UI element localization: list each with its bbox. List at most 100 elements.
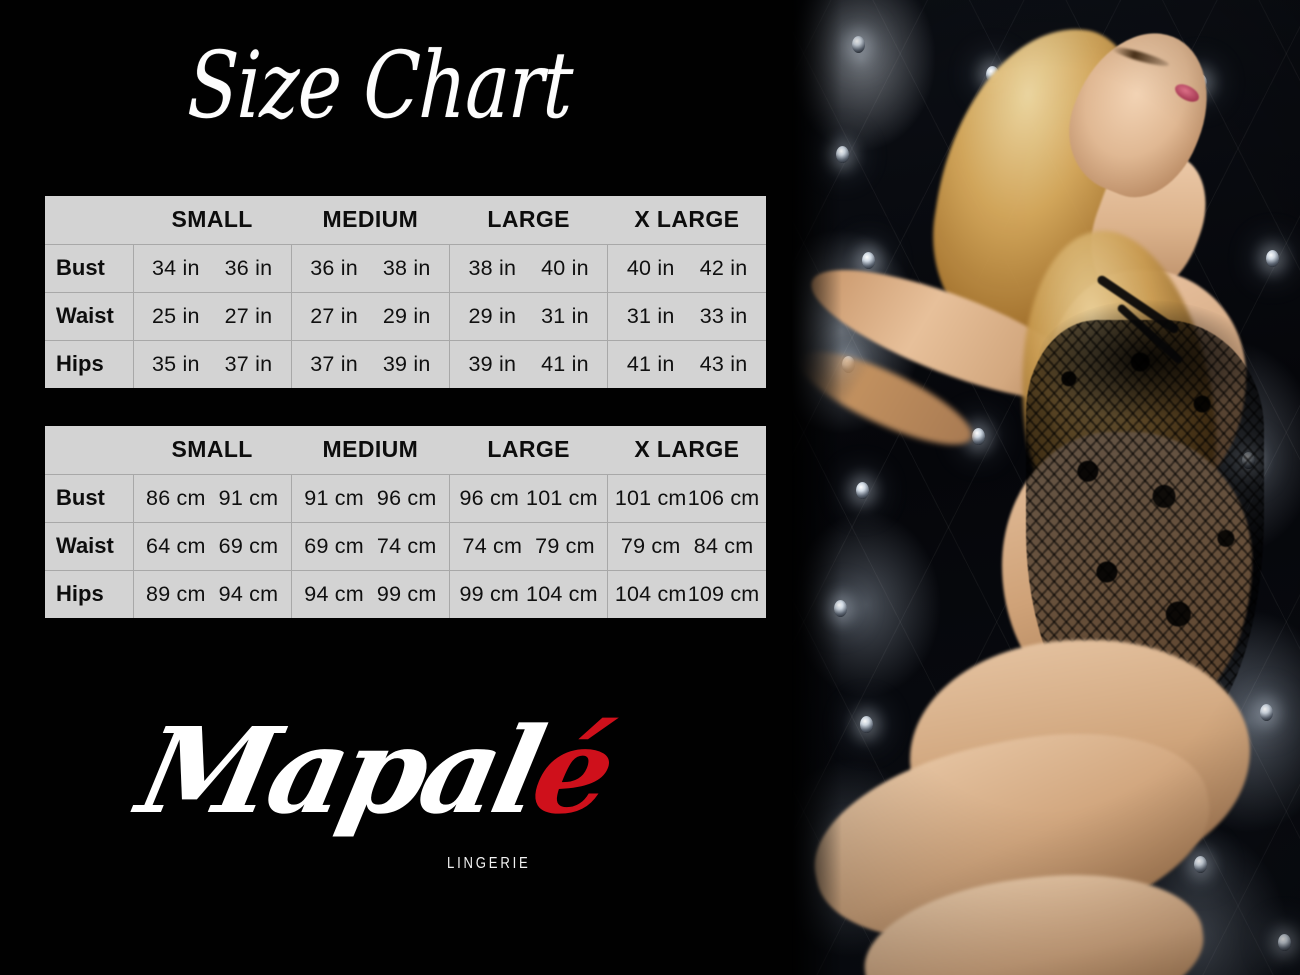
table-row: Bust 34 in 36 in 36 in 38 in 38 in 40 in… <box>45 244 766 293</box>
value-min: 101 cm <box>614 485 687 510</box>
row-label-waist: Waist <box>45 522 134 571</box>
content-panel: Size Chart SMALL MEDIUM LARGE X LARGE Bu… <box>45 32 766 872</box>
cell-hips-x-large: 104 cm 109 cm <box>607 570 766 618</box>
table-row: Waist 25 in 27 in 27 in 29 in 29 in 31 i… <box>45 292 766 341</box>
tuft-button <box>1260 704 1273 721</box>
cell-waist-large: 74 cm 79 cm <box>449 522 609 571</box>
value-max: 39 in <box>382 351 431 376</box>
tuft-button <box>972 428 985 445</box>
cell-waist-x-large: 79 cm 84 cm <box>607 522 766 571</box>
header-small: SMALL <box>133 196 292 245</box>
value-max: 37 in <box>224 351 273 376</box>
tuft-button <box>836 146 849 163</box>
table-row: Hips 89 cm 94 cm 94 cm 99 cm 99 cm 104 c… <box>45 570 766 618</box>
tuft-button <box>860 716 873 733</box>
cell-bust-x-large: 40 in 42 in <box>607 244 766 293</box>
cell-hips-large: 39 in 41 in <box>449 340 609 388</box>
cell-bust-x-large: 101 cm 106 cm <box>607 474 766 523</box>
page-title: Size Chart <box>185 32 575 139</box>
value-max: 74 cm <box>376 533 437 558</box>
value-max: 27 in <box>224 303 273 328</box>
cell-hips-medium: 37 in 39 in <box>291 340 451 388</box>
value-min: 104 cm <box>614 581 687 606</box>
value-min: 38 in <box>468 255 517 280</box>
value-min: 41 in <box>626 351 675 376</box>
header-corner <box>45 196 133 245</box>
value-max: 91 cm <box>218 485 279 510</box>
header-corner <box>45 426 133 475</box>
value-max: 79 cm <box>535 533 595 558</box>
tuft-button <box>862 252 875 269</box>
value-min: 40 in <box>626 255 675 280</box>
row-label-hips: Hips <box>45 570 134 618</box>
size-table-centimeters: SMALL MEDIUM LARGE X LARGE Bust 86 cm 91… <box>45 426 766 618</box>
brand-tagline: LINGERIE <box>447 855 531 872</box>
value-max: 33 in <box>699 303 748 328</box>
cell-hips-x-large: 41 in 43 in <box>607 340 766 388</box>
table-header-row: SMALL MEDIUM LARGE X LARGE <box>45 426 766 475</box>
value-min: 34 in <box>152 255 200 280</box>
value-max: 69 cm <box>218 533 279 558</box>
value-min: 29 in <box>468 303 517 328</box>
cell-bust-large: 96 cm 101 cm <box>449 474 609 523</box>
cell-waist-small: 64 cm 69 cm <box>133 522 292 571</box>
cell-bust-small: 86 cm 91 cm <box>133 474 292 523</box>
header-x-large: X LARGE <box>607 426 766 475</box>
tuft-button <box>856 482 869 499</box>
table-row: Waist 64 cm 69 cm 69 cm 74 cm 74 cm 79 c… <box>45 522 766 571</box>
header-medium: MEDIUM <box>291 196 450 245</box>
table-row: Bust 86 cm 91 cm 91 cm 96 cm 96 cm 101 c… <box>45 474 766 523</box>
value-min: 39 in <box>468 351 517 376</box>
header-medium: MEDIUM <box>291 426 450 475</box>
value-max: 43 in <box>699 351 748 376</box>
cell-bust-small: 34 in 36 in <box>133 244 292 293</box>
value-min: 94 cm <box>304 581 364 606</box>
cell-bust-medium: 91 cm 96 cm <box>291 474 451 523</box>
table-row: Hips 35 in 37 in 37 in 39 in 39 in 41 in… <box>45 340 766 388</box>
cell-hips-small: 35 in 37 in <box>133 340 292 388</box>
cell-bust-large: 38 in 40 in <box>449 244 609 293</box>
value-min: 27 in <box>310 303 358 328</box>
value-min: 74 cm <box>462 533 523 558</box>
value-min: 25 in <box>152 303 200 328</box>
header-large: LARGE <box>449 426 608 475</box>
tuft-button <box>852 36 865 53</box>
value-min: 31 in <box>626 303 675 328</box>
tuft-button <box>1194 856 1207 873</box>
tuft-button <box>1278 934 1291 951</box>
value-min: 36 in <box>310 255 358 280</box>
value-max: 31 in <box>541 303 589 328</box>
cell-hips-medium: 94 cm 99 cm <box>291 570 451 618</box>
size-table-inches: SMALL MEDIUM LARGE X LARGE Bust 34 in 36… <box>45 196 766 388</box>
header-large: LARGE <box>449 196 608 245</box>
value-max: 42 in <box>699 255 748 280</box>
cell-hips-small: 89 cm 94 cm <box>133 570 292 618</box>
value-min: 35 in <box>152 351 200 376</box>
value-max: 36 in <box>224 255 273 280</box>
value-min: 96 cm <box>459 485 520 510</box>
row-label-bust: Bust <box>45 244 134 293</box>
value-max: 109 cm <box>687 581 760 606</box>
value-max: 41 in <box>541 351 589 376</box>
cell-waist-x-large: 31 in 33 in <box>607 292 766 341</box>
value-min: 99 cm <box>459 581 520 606</box>
tuft-button <box>1266 250 1279 267</box>
row-label-hips: Hips <box>45 340 134 388</box>
header-x-large: X LARGE <box>607 196 766 245</box>
value-min: 91 cm <box>304 485 364 510</box>
cell-hips-large: 99 cm 104 cm <box>449 570 609 618</box>
cell-bust-medium: 36 in 38 in <box>291 244 451 293</box>
header-small: SMALL <box>133 426 292 475</box>
value-max: 38 in <box>382 255 431 280</box>
brand-name: Mapalé <box>128 701 623 840</box>
value-min: 86 cm <box>146 485 206 510</box>
value-min: 79 cm <box>620 533 681 558</box>
model-photograph <box>790 0 1300 975</box>
row-label-bust: Bust <box>45 474 134 523</box>
cell-waist-medium: 27 in 29 in <box>291 292 451 341</box>
value-min: 69 cm <box>304 533 364 558</box>
value-min: 64 cm <box>146 533 206 558</box>
value-max: 94 cm <box>218 581 279 606</box>
value-min: 89 cm <box>146 581 206 606</box>
